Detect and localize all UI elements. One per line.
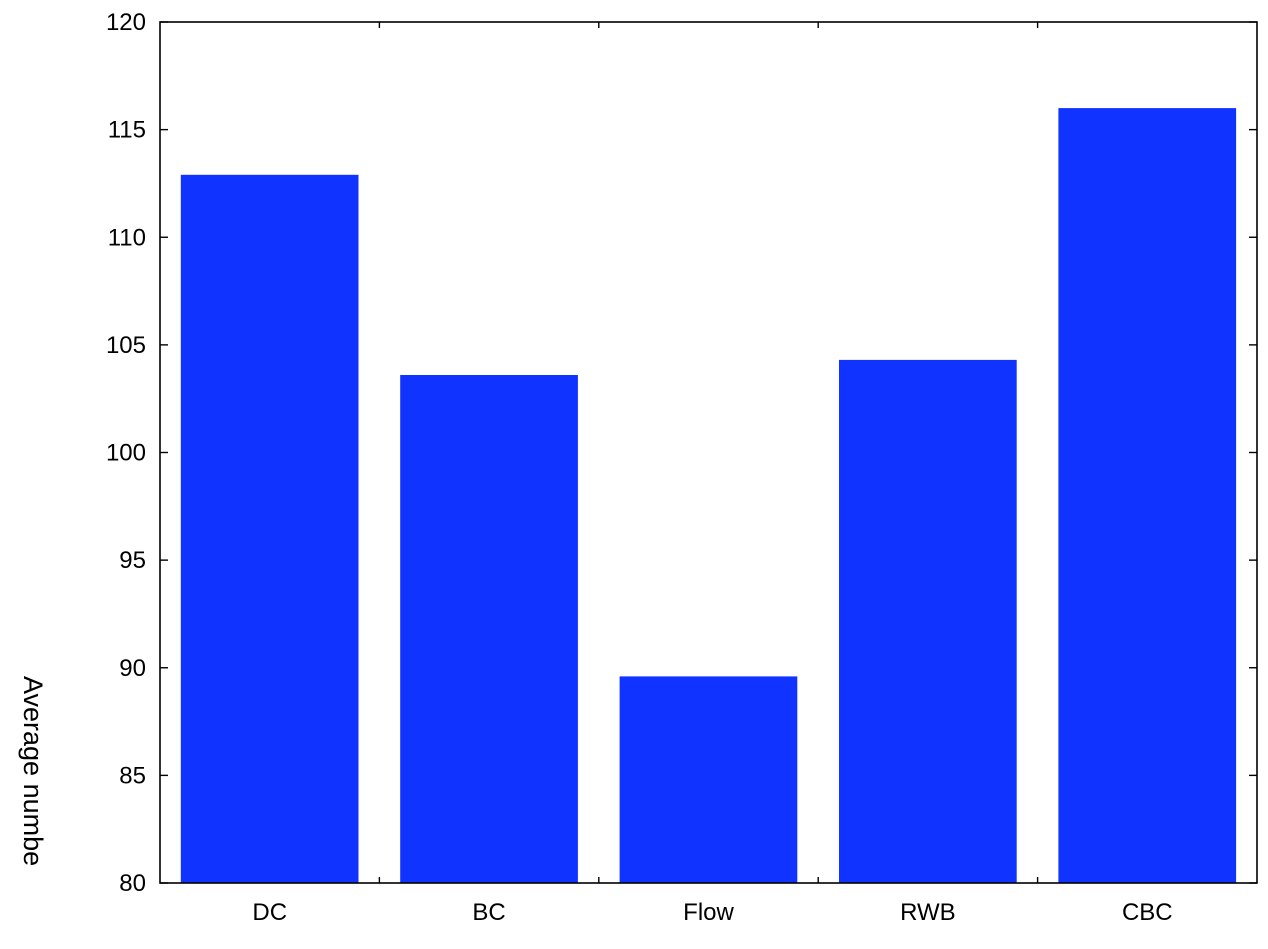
y-tick-labels: 80 85 90 95 100 105 110 115 120: [106, 9, 146, 897]
y-tick-label: 85: [119, 762, 146, 789]
y-axis-label: Average numbe: [18, 676, 48, 866]
bar-dc: [180, 174, 359, 884]
bar-cbc: [1058, 108, 1237, 884]
ticks-group: [160, 21, 1257, 884]
x-tick-label-flow: Flow: [683, 899, 734, 926]
y-tick-label: 120: [106, 9, 146, 36]
x-tick-label-bc: BC: [472, 899, 505, 926]
x-tick-label-rwb: RWB: [900, 899, 956, 926]
y-tick-label: 100: [106, 440, 146, 467]
bar-rwb: [839, 359, 1017, 883]
x-tick-labels: DC BC Flow RWB CBC: [252, 899, 1172, 926]
bar-bc: [400, 375, 578, 883]
y-tick-label: 90: [119, 655, 146, 682]
y-tick-label: 110: [108, 224, 146, 251]
y-tick-label: 115: [108, 117, 146, 144]
y-tick-label: 80: [119, 870, 146, 897]
y-tick-label: 105: [106, 332, 146, 359]
x-tick-label-dc: DC: [252, 899, 287, 926]
y-tick-label: 95: [119, 547, 146, 574]
x-tick-label-cbc: CBC: [1122, 899, 1173, 926]
bars-group: [180, 108, 1237, 884]
plot-frame: [159, 21, 1258, 884]
bar-flow: [619, 676, 798, 883]
